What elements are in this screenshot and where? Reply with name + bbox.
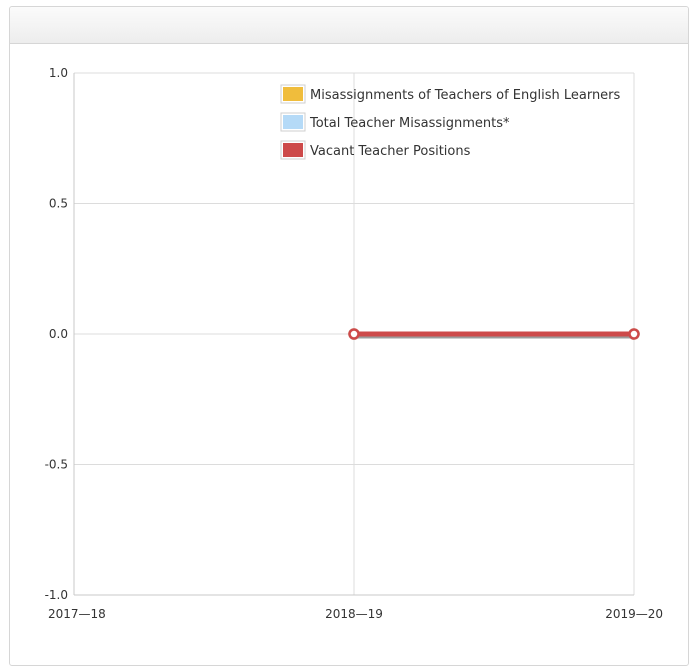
legend: Misassignments of Teachers of English Le…	[280, 84, 621, 160]
tick-labels: 1.0 0.5 0.0 -0.5 -1.0 2017—18 2018—19 2019—20	[45, 66, 663, 621]
chart-area: 1.0 0.5 0.0 -0.5 -1.0 2017—18 2018—19 2019—20 M…	[45, 66, 663, 621]
legend-swatch	[283, 87, 303, 101]
legend-swatch	[283, 143, 303, 157]
x-tick-label: 2019—20	[605, 607, 663, 621]
y-tick-label: -1.0	[45, 588, 68, 602]
y-tick-label: 1.0	[49, 66, 68, 80]
x-tick-label: 2018—19	[325, 607, 383, 621]
legend-item[interactable]: Total Teacher Misassignments*	[280, 112, 510, 132]
y-tick-label: 0.5	[49, 197, 68, 211]
panel-header	[10, 7, 688, 44]
legend-label: Vacant Teacher Positions	[310, 144, 471, 159]
legend-item[interactable]: Misassignments of Teachers of English Le…	[280, 84, 621, 104]
data-point[interactable]	[628, 328, 640, 340]
legend-item[interactable]: Vacant Teacher Positions	[280, 140, 471, 160]
legend-swatch	[283, 115, 303, 129]
data-point[interactable]	[348, 328, 360, 340]
legend-label: Total Teacher Misassignments*	[309, 116, 510, 131]
legend-label: Misassignments of Teachers of English Le…	[310, 88, 621, 103]
series-lines	[348, 328, 640, 340]
line-chart: 1.0 0.5 0.0 -0.5 -1.0 2017—18 2018—19 2019—20 M…	[45, 66, 663, 621]
y-tick-label: 0.0	[49, 327, 68, 341]
y-tick-label: -0.5	[45, 458, 68, 472]
axes	[73, 73, 634, 596]
x-tick-label: 2017—18	[48, 607, 106, 621]
series-2	[348, 328, 640, 340]
